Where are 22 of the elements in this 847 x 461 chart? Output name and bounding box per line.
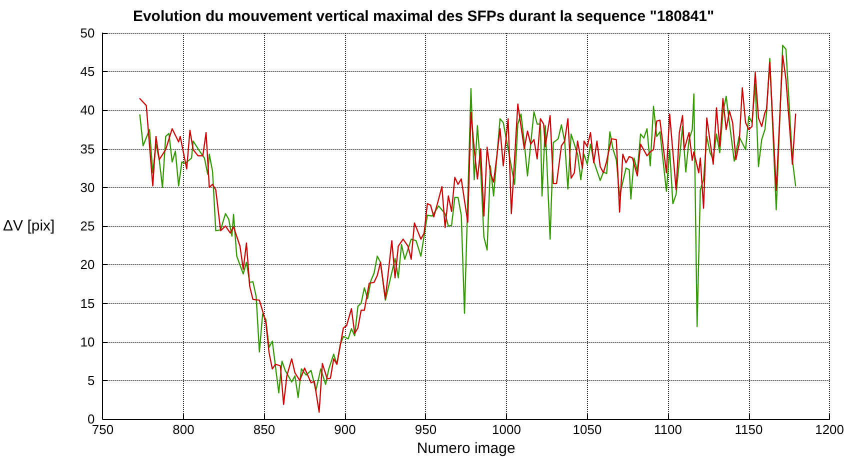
- x-tick-label: 850: [253, 422, 276, 438]
- x-tick-label: 950: [414, 422, 437, 438]
- x-tick-label: 800: [172, 422, 194, 438]
- y-tick-label: 40: [80, 102, 95, 118]
- chart-title: Evolution du mouvement vertical maximal des SFPs durant la sequence "180841": [132, 8, 714, 25]
- y-tick-label: 20: [80, 257, 95, 272]
- x-axis-title: Numero image: [416, 440, 516, 457]
- x-tick-label: 900: [334, 422, 356, 438]
- y-tick-label: 50: [80, 26, 95, 40]
- x-tick-label: 1150: [734, 422, 763, 438]
- y-tick-label: 25: [80, 218, 95, 234]
- y-tick-label: 35: [80, 141, 95, 156]
- y-tick-label: 5: [87, 372, 95, 388]
- x-tick-label: 1200: [815, 422, 844, 438]
- y-tick-label: 30: [80, 180, 95, 195]
- y-axis-title: ΔV [pix]: [3, 218, 55, 235]
- y-tick-label: 15: [80, 296, 95, 311]
- x-tick-label: 1000: [492, 422, 521, 438]
- x-tick-label: 1050: [572, 422, 602, 438]
- x-tick-label: 1100: [654, 422, 682, 438]
- y-tick-label: 45: [80, 64, 95, 80]
- y-tick-label: 10: [80, 334, 95, 350]
